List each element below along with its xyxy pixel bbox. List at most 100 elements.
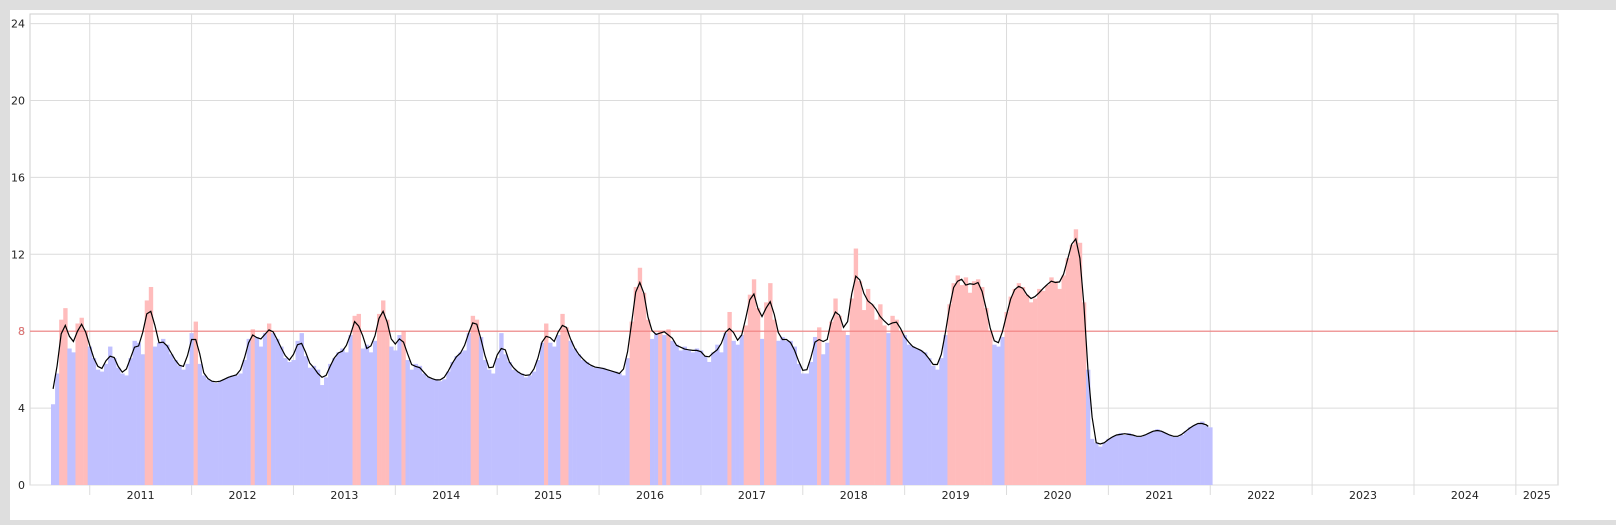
bar: [230, 375, 235, 485]
bar: [870, 304, 875, 485]
bar: [75, 323, 80, 485]
bar: [242, 360, 247, 485]
bar: [307, 367, 313, 485]
bar: [780, 336, 785, 485]
bar: [678, 350, 683, 485]
bar: [633, 286, 639, 485]
bar: [674, 344, 679, 485]
bar: [621, 375, 626, 485]
bar: [906, 344, 912, 485]
bar: [556, 335, 561, 485]
bar: [128, 358, 133, 485]
bar: [808, 361, 814, 485]
bar: [161, 338, 166, 485]
bar: [1061, 275, 1066, 485]
bar: [588, 365, 594, 485]
bar: [462, 350, 467, 485]
bar: [686, 350, 692, 485]
bar: [731, 340, 736, 485]
bar: [177, 365, 182, 485]
bar: [1081, 302, 1087, 485]
bar: [996, 346, 1001, 485]
bar: [185, 363, 190, 485]
bar: [1163, 433, 1168, 485]
x-tick-label: 2011: [127, 489, 155, 502]
bar: [641, 292, 647, 485]
bar: [413, 363, 419, 485]
bar: [51, 404, 56, 485]
bar: [523, 377, 529, 485]
bar: [112, 358, 117, 485]
bar: [967, 292, 973, 485]
bar: [201, 375, 207, 485]
bar: [894, 319, 899, 485]
x-tick-label: 2012: [229, 489, 257, 502]
bar: [319, 385, 325, 485]
bar: [124, 375, 129, 485]
bar: [931, 365, 936, 485]
bar: [434, 379, 439, 485]
bar: [939, 358, 944, 485]
bar: [1077, 242, 1083, 485]
bar: [376, 313, 382, 485]
bar: [690, 352, 696, 485]
bar: [495, 358, 500, 485]
bar: [275, 338, 280, 485]
bar: [299, 333, 304, 485]
bar: [1085, 369, 1091, 485]
bar: [637, 267, 643, 485]
bar: [1114, 435, 1119, 485]
bar: [1098, 446, 1103, 485]
bar: [385, 319, 390, 485]
bar: [829, 321, 834, 485]
bar: [698, 350, 704, 485]
y-tick-label: 8: [18, 325, 25, 338]
bar: [658, 331, 663, 485]
bar: [262, 333, 268, 485]
bar: [755, 308, 761, 485]
bar: [817, 327, 822, 485]
bar: [1183, 431, 1189, 485]
bar: [458, 352, 463, 485]
bar: [535, 360, 541, 485]
bar: [238, 373, 243, 485]
bar: [156, 342, 162, 485]
bar: [1143, 435, 1148, 485]
bar: [845, 335, 850, 485]
bar: [1191, 425, 1197, 485]
bar: [450, 361, 455, 485]
bar: [935, 369, 940, 485]
bar: [649, 338, 655, 485]
x-tick-label: 2020: [1043, 489, 1071, 502]
bar: [645, 319, 651, 485]
bar: [136, 342, 141, 485]
bar: [922, 352, 928, 485]
bar: [625, 358, 630, 485]
bar: [1122, 435, 1128, 485]
bar: [1020, 286, 1026, 485]
bar: [1130, 435, 1136, 485]
bar: [356, 313, 361, 485]
bar: [1159, 431, 1164, 485]
bar: [662, 335, 667, 485]
bar: [67, 348, 72, 485]
bar: [743, 325, 749, 485]
bar: [291, 360, 296, 485]
bar: [197, 363, 203, 485]
bar: [332, 358, 337, 485]
bar: [165, 344, 170, 485]
bar: [1155, 429, 1160, 485]
bar: [470, 315, 476, 485]
bar: [890, 315, 895, 485]
bar: [226, 377, 231, 485]
bar: [764, 302, 769, 485]
bar: [861, 310, 867, 485]
bar: [564, 327, 569, 485]
bar: [1016, 283, 1022, 485]
bar: [898, 331, 903, 485]
bar: [222, 379, 227, 485]
bar: [454, 356, 459, 485]
bar: [234, 375, 239, 485]
bar: [629, 321, 634, 485]
